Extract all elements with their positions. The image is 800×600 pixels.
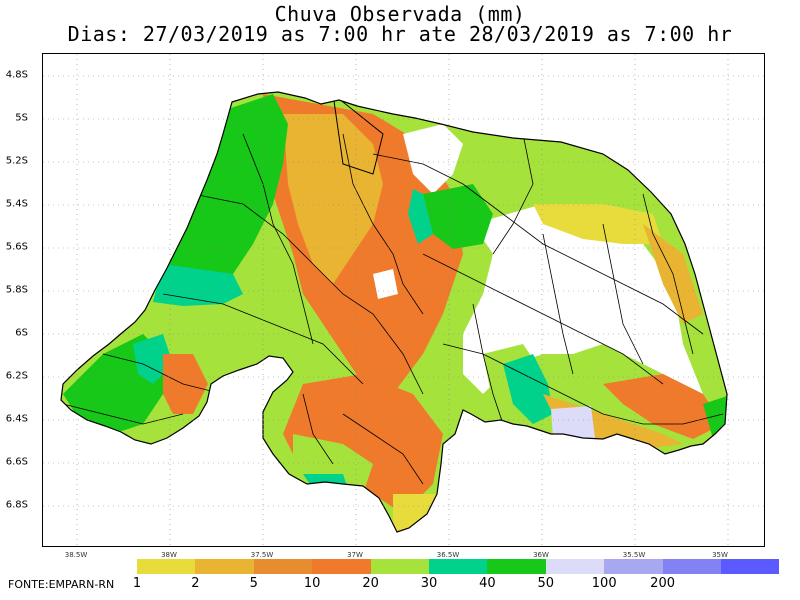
legend-break-label: 1 [132,576,142,591]
legend-swatch [487,559,546,574]
x-tick-label: 38W [161,551,177,559]
legend-swatch [137,559,196,574]
x-tick-label: 37.5W [250,551,274,559]
orange-southeast-area [603,374,723,439]
green-north-patch [423,184,493,249]
orange-south-area [283,374,443,514]
legend-swatch [370,559,429,574]
light-green-northeast-area [533,134,653,204]
green-northwest-area [153,94,288,284]
legend-swatch [195,559,254,574]
legend-break-label: 200 [650,576,676,591]
legend-swatch [720,559,780,574]
y-tick-label: 5.8S [5,284,28,296]
legend-swatch [253,559,313,574]
orange-southwest-area [163,354,208,414]
dry-central-spot [373,269,398,299]
municipality-boundaries [62,92,724,485]
lavender-southeast-patch [551,406,595,438]
y-tick-label: 5S [15,112,28,124]
y-tick-label: 5.6S [5,241,28,253]
rainfall-map [43,54,764,546]
teal-northwest-band [153,264,243,306]
yellow-orange-central-area [283,114,383,284]
legend-break-label: 50 [537,576,555,591]
y-tick-label: 6.6S [5,456,28,468]
legend-break-label: 2 [191,576,200,591]
x-tick-label: 36W [533,551,549,559]
x-tick-label: 38.5W [64,551,88,559]
y-tick-label: 6.4S [5,413,28,425]
map-title: Chuva Observada (mm) [274,2,526,26]
y-tick-label: 5.2S [5,155,28,167]
legend-break-label: 10 [303,576,321,591]
y-tick-label: 4.8S [5,69,28,81]
yellow-south-tip-area [393,494,443,532]
y-tick-label: 6S [15,327,28,339]
x-tick-label: 36.5W [436,551,460,559]
legend-break-label: 5 [249,576,258,591]
x-tick-label: 35W [712,551,728,559]
x-tick-label: 37W [347,551,363,559]
grid-lines [43,54,764,546]
legend-swatch [312,559,371,574]
y-tick-label: 6.2S [5,370,28,382]
teal-north-edge [408,189,433,244]
data-source: FONTE:EMPARN-RN [8,578,115,591]
legend-swatch [662,559,721,574]
color-legend [137,559,780,574]
legend-break-label: 40 [479,576,496,591]
legend-break-label: 20 [362,576,379,591]
x-tick-label: 35.5W [622,551,646,559]
teal-southeast-area [503,354,553,424]
map-frame [42,53,765,547]
legend-swatch [545,559,605,574]
map-subtitle: Dias: 27/03/2019 as 7:00 hr ate 28/03/20… [67,22,733,46]
legend-break-label: 100 [591,576,617,591]
yellow-northeast-band [533,204,663,244]
y-tick-label: 6.8S [5,499,28,511]
y-tick-label: 5.4S [5,198,28,210]
legend-swatch [604,559,663,574]
legend-swatch [428,559,488,574]
legend-break-label: 30 [420,576,438,591]
